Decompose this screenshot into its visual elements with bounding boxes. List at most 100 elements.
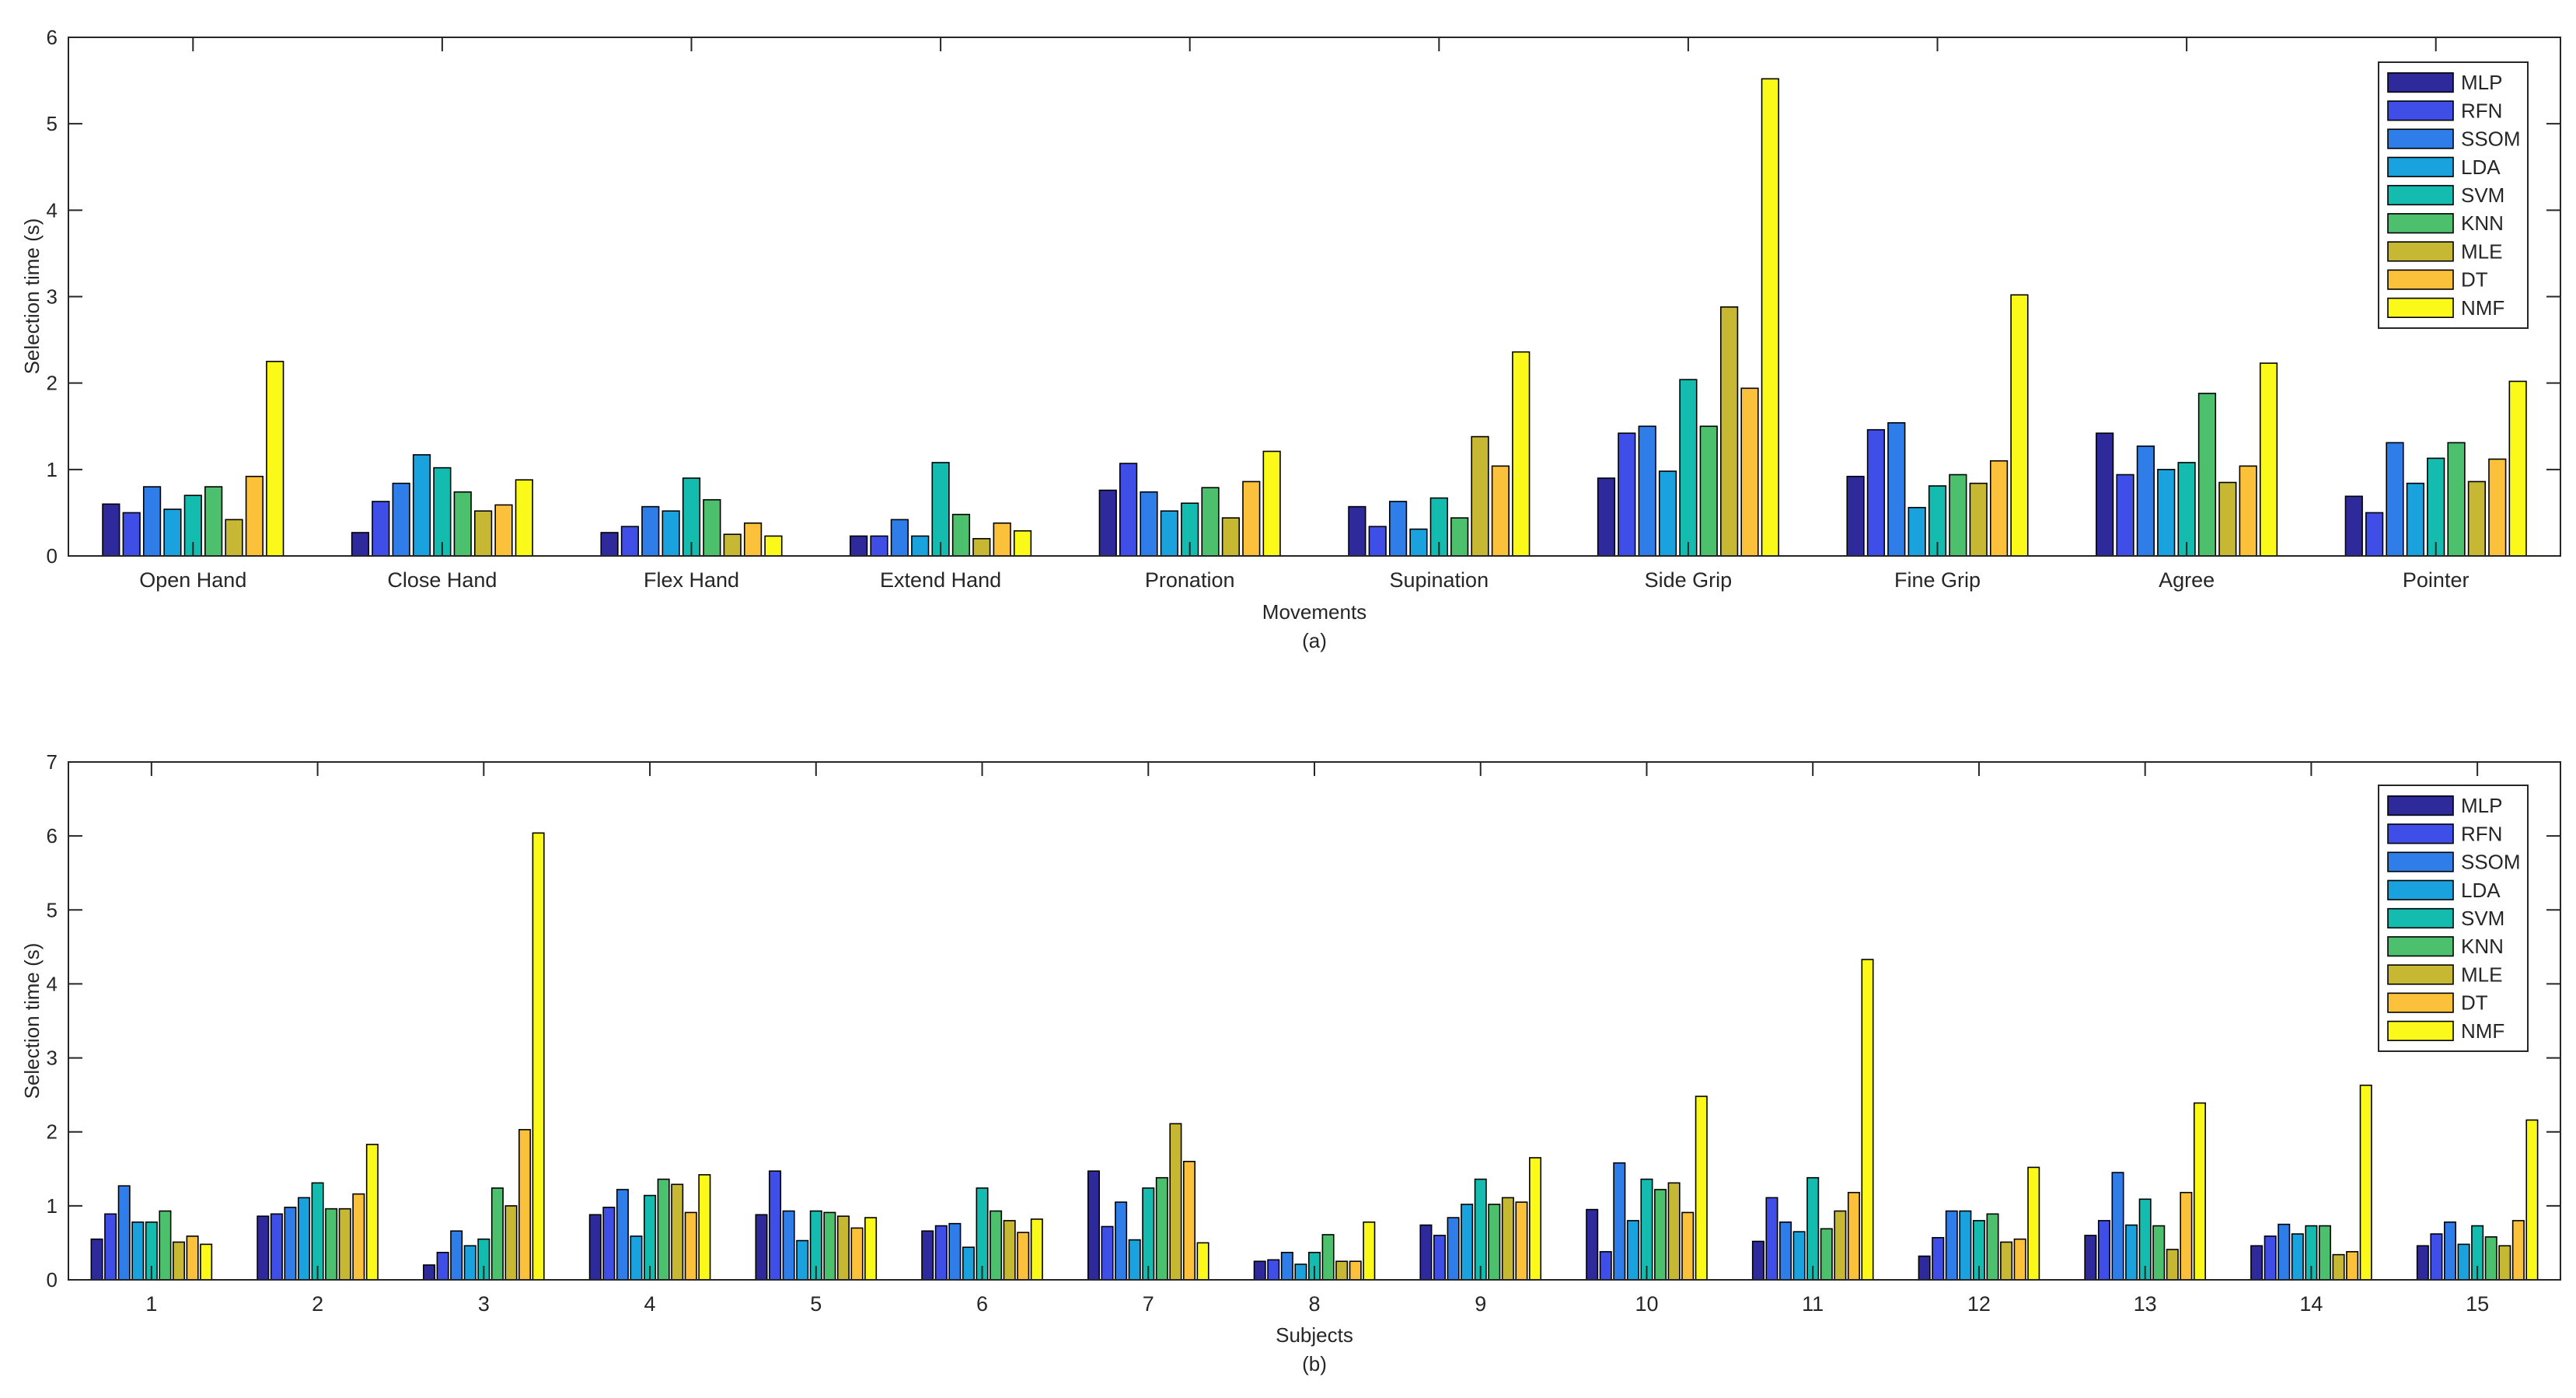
bar-ssom-15 xyxy=(2443,1221,2456,1281)
legend-swatch-svm xyxy=(2387,907,2454,929)
x-tick-label: 5 xyxy=(810,1292,822,1316)
legend-label-nmf: NMF xyxy=(2461,1019,2504,1043)
bar-ssom-side-grip xyxy=(1638,425,1656,557)
bar-rfn-pointer xyxy=(2365,512,2384,557)
bar-ssom-extend-hand xyxy=(890,519,909,557)
bar-ssom-14 xyxy=(2278,1223,2291,1281)
bar-lda-2 xyxy=(298,1197,311,1281)
y-tick-label: 1 xyxy=(47,1194,58,1218)
legend-label-lda: LDA xyxy=(2461,156,2501,179)
bar-nmf-9 xyxy=(1529,1157,1542,1281)
x-tick-label: 10 xyxy=(1635,1292,1658,1316)
panel-b-legend: MLP RFN SSOM LDA SVM KNN MLE DT NMF xyxy=(2378,785,2529,1052)
bar-rfn-10 xyxy=(1599,1251,1612,1281)
bar-lda-open-hand xyxy=(163,509,182,557)
bar-rfn-8 xyxy=(1267,1259,1280,1281)
bar-dt-extend-hand xyxy=(993,522,1011,557)
legend-swatch-lda xyxy=(2387,879,2454,900)
bar-mle-13 xyxy=(2166,1249,2179,1281)
bar-dt-4 xyxy=(684,1211,697,1281)
bar-nmf-supination xyxy=(1512,351,1531,557)
bar-ssom-11 xyxy=(1779,1221,1792,1281)
x-tick-label: 15 xyxy=(2466,1292,2489,1316)
bar-mle-close-hand xyxy=(474,510,493,557)
x-tick-label: 6 xyxy=(976,1292,988,1316)
bar-rfn-6 xyxy=(934,1225,948,1281)
bar-lda-1 xyxy=(131,1221,145,1281)
bar-mle-supination xyxy=(1471,435,1489,557)
bar-knn-extend-hand xyxy=(951,513,971,557)
bar-nmf-fine-grip xyxy=(2010,294,2029,557)
bar-dt-supination xyxy=(1491,465,1510,557)
legend-swatch-nmf xyxy=(2387,297,2454,319)
bar-mlp-4 xyxy=(588,1214,602,1281)
bar-lda-14 xyxy=(2291,1233,2304,1281)
y-tick-label: 2 xyxy=(47,1120,58,1144)
bar-dt-1 xyxy=(186,1235,199,1281)
bar-knn-flex-hand xyxy=(703,498,721,557)
y-tick-label: 1 xyxy=(47,458,58,481)
bar-nmf-close-hand xyxy=(515,479,533,557)
bar-mle-1 xyxy=(173,1241,186,1281)
x-tick-label: Extend Hand xyxy=(880,568,1001,592)
bar-lda-11 xyxy=(1792,1231,1806,1281)
bar-ssom-12 xyxy=(1945,1210,1958,1281)
bar-rfn-fine-grip xyxy=(1866,428,1886,557)
panel-b-plot-area xyxy=(68,762,2560,1280)
y-tick-label: 6 xyxy=(47,26,58,49)
bar-mle-open-hand xyxy=(225,519,243,557)
bar-ssom-flex-hand xyxy=(641,505,660,557)
bar-nmf-12 xyxy=(2027,1166,2040,1281)
bar-mle-2 xyxy=(338,1208,351,1281)
bar-lda-pointer xyxy=(2406,482,2424,557)
bar-dt-12 xyxy=(2013,1238,2026,1281)
legend-swatch-mlp xyxy=(2387,72,2454,93)
legend-label-rfn: RFN xyxy=(2461,99,2502,122)
bar-mle-7 xyxy=(1169,1123,1182,1281)
legend-label-mle: MLE xyxy=(2461,239,2502,263)
panel-b-caption: (b) xyxy=(1302,1352,1327,1375)
bar-svm-2 xyxy=(311,1182,324,1281)
bar-dt-pointer xyxy=(2488,458,2507,557)
y-tick-label: 4 xyxy=(47,198,58,222)
panel-a-xlabel: Movements xyxy=(1262,600,1367,624)
legend-label-mle: MLE xyxy=(2461,963,2502,986)
bar-dt-pronation xyxy=(1242,481,1261,557)
bar-mlp-11 xyxy=(1751,1240,1764,1281)
bar-lda-6 xyxy=(962,1246,975,1281)
bar-dt-agree xyxy=(2239,465,2257,557)
bar-knn-close-hand xyxy=(453,491,472,557)
bar-dt-15 xyxy=(2511,1220,2525,1281)
bar-rfn-14 xyxy=(2264,1235,2277,1281)
bar-lda-4 xyxy=(630,1235,643,1281)
bar-mlp-7 xyxy=(1087,1170,1100,1281)
bar-mlp-13 xyxy=(2084,1235,2097,1281)
bar-rfn-1 xyxy=(104,1213,117,1281)
bar-ssom-pointer xyxy=(2386,442,2404,557)
x-tick-label: Flex Hand xyxy=(644,568,739,592)
bar-lda-flex-hand xyxy=(661,510,680,557)
bar-svm-pointer xyxy=(2427,457,2445,557)
bar-mle-4 xyxy=(671,1183,684,1281)
bar-ssom-close-hand xyxy=(392,482,410,557)
bar-lda-side-grip xyxy=(1658,470,1677,557)
bar-mlp-9 xyxy=(1419,1224,1433,1281)
legend-swatch-knn xyxy=(2387,936,2454,957)
bar-mlp-2 xyxy=(257,1215,270,1281)
bar-mlp-pronation xyxy=(1098,489,1117,557)
bar-lda-agree xyxy=(2157,469,2176,557)
y-tick-label: 5 xyxy=(47,112,58,135)
x-tick-label: Agree xyxy=(2159,568,2215,592)
bar-nmf-10 xyxy=(1695,1096,1708,1281)
bar-mlp-12 xyxy=(1918,1255,1931,1281)
bar-lda-12 xyxy=(1959,1210,1972,1281)
bar-ssom-4 xyxy=(616,1189,629,1281)
bar-lda-8 xyxy=(1294,1263,1307,1281)
bar-rfn-11 xyxy=(1765,1197,1778,1281)
bar-knn-8 xyxy=(1321,1234,1335,1281)
bar-knn-fine-grip xyxy=(1949,474,1967,557)
bar-mle-9 xyxy=(1501,1197,1514,1281)
legend-label-mlp: MLP xyxy=(2461,794,2502,817)
bar-mlp-pointer xyxy=(2344,495,2363,557)
